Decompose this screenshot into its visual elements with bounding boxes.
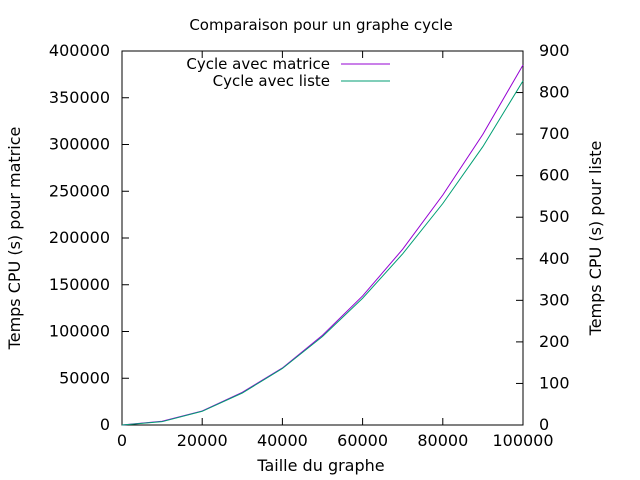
series-group: [121, 64, 524, 426]
x-tick-label: 0: [117, 431, 127, 450]
x-tick-label: 20000: [177, 431, 228, 450]
y-tick-label: 50000: [59, 368, 110, 387]
plot-frame: [121, 50, 524, 426]
x-tick-label: 60000: [337, 431, 388, 450]
y-tick-label: 350000: [49, 88, 110, 107]
series-line-liste: [121, 80, 524, 426]
y2-tick-label: 200: [539, 332, 570, 351]
y2-tick-label: 600: [539, 166, 570, 185]
x-axis: 0 20000 40000 60000 80000 100000: [117, 51, 554, 450]
legend-label: Cycle avec liste: [213, 72, 330, 90]
series-line-matrice: [121, 64, 524, 426]
y-tick-label: 300000: [49, 135, 110, 154]
y2-tick-label: 500: [539, 207, 570, 226]
y2-tick-label: 400: [539, 249, 570, 268]
x-tick-label: 100000: [492, 431, 553, 450]
y2-tick-label: 700: [539, 124, 570, 143]
y2-axis: 0 100 200 300 400 500 600 700 800 900: [516, 41, 570, 434]
y-tick-label: 400000: [49, 41, 110, 60]
y2-tick-label: 0: [539, 415, 549, 434]
y-tick-label: 250000: [49, 181, 110, 200]
x-axis-label: Taille du graphe: [256, 456, 384, 475]
y-tick-label: 100000: [49, 322, 110, 341]
y-tick-label: 200000: [49, 228, 110, 247]
y2-tick-label: 100: [539, 373, 570, 392]
y-tick-label: 150000: [49, 275, 110, 294]
y2-tick-label: 900: [539, 41, 570, 60]
y-axis: 0 50000 100000 150000 200000 250000 300000 3500…: [49, 41, 129, 434]
y-tick-label: 0: [100, 415, 110, 434]
y2-tick-label: 800: [539, 83, 570, 102]
y2-axis-label: Temps CPU (s) pour liste: [586, 141, 605, 337]
legend-label: Cycle avec matrice: [186, 55, 330, 73]
chart-title: Comparaison pour un graphe cycle: [189, 16, 452, 34]
x-tick-label: 80000: [417, 431, 468, 450]
y2-tick-label: 300: [539, 290, 570, 309]
y-axis-label: Temps CPU (s) pour matrice: [5, 127, 24, 351]
x-tick-label: 40000: [257, 431, 308, 450]
